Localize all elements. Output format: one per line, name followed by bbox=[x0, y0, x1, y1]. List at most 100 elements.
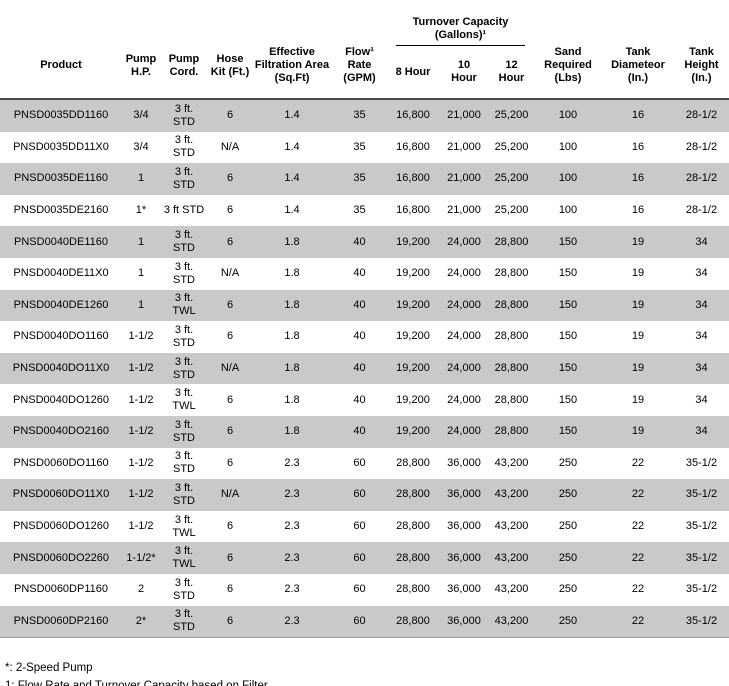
cell-pump-cord: 3 ft. STD bbox=[173, 481, 195, 507]
cell-filtration-area: 2.3 bbox=[284, 614, 300, 627]
cell-hose-kit: 6 bbox=[226, 109, 234, 122]
table-row: PNSD0040DE1260 1 3 ft. TWL 6 1.8 40 19,200 24,0… bbox=[0, 289, 729, 322]
cell-flow-rate: 35 bbox=[353, 140, 366, 153]
cell-hose-kit: 6 bbox=[226, 330, 234, 343]
cell-hose-kit: 6 bbox=[226, 235, 234, 248]
cell-turnover-8hr: 28,800 bbox=[396, 583, 430, 596]
cell-hose-kit: 6 bbox=[226, 393, 234, 406]
cell-tank-height: 35-1/2 bbox=[685, 614, 718, 627]
cell-product: PNSD0035DE1160 bbox=[14, 172, 108, 185]
cell-turnover-10hr: 36,000 bbox=[447, 456, 481, 469]
cell-flow-rate: 40 bbox=[353, 362, 366, 375]
cell-pump-cord: 3 ft. STD bbox=[173, 102, 195, 128]
cell-turnover-8hr: 28,800 bbox=[396, 488, 430, 501]
cell-hose-kit: 6 bbox=[226, 172, 234, 185]
column-header-filtration-area: Effective Filtration Area (Sq.Ft) bbox=[254, 46, 330, 84]
cell-turnover-10hr: 24,000 bbox=[447, 393, 481, 406]
cell-tank-diameter: 22 bbox=[631, 614, 645, 627]
cell-pump-hp: 2 bbox=[137, 583, 145, 596]
cell-turnover-10hr: 36,000 bbox=[447, 488, 481, 501]
cell-hose-kit: N/A bbox=[220, 362, 240, 375]
cell-filtration-area: 2.3 bbox=[284, 551, 300, 564]
column-header-12-hour: 12 Hour bbox=[498, 59, 525, 84]
cell-turnover-8hr: 19,200 bbox=[396, 267, 430, 280]
cell-sand-required: 100 bbox=[558, 204, 578, 217]
cell-tank-diameter: 16 bbox=[631, 109, 645, 122]
cell-filtration-area: 1.4 bbox=[284, 109, 300, 122]
cell-pump-cord: 3 ft. STD bbox=[173, 165, 195, 191]
cell-pump-hp: 1-1/2 bbox=[128, 520, 154, 533]
cell-sand-required: 150 bbox=[558, 393, 578, 406]
column-group-turnover-capacity: Turnover Capacity (Gallons)¹ bbox=[387, 0, 534, 46]
table-row: PNSD0040DO2160 1-1/2 3 ft. STD 6 1.8 40 19,200… bbox=[0, 415, 729, 448]
table-header: Product Pump H.P. Pump Cord. Hose Kit (F… bbox=[0, 0, 729, 99]
cell-pump-hp: 1 bbox=[137, 235, 145, 248]
cell-tank-diameter: 19 bbox=[631, 330, 645, 343]
cell-tank-diameter: 19 bbox=[631, 235, 645, 248]
cell-filtration-area: 1.4 bbox=[284, 140, 300, 153]
cell-pump-hp: 1* bbox=[135, 204, 147, 217]
table-row: PNSD0040DO11X0 1-1/2 3 ft. STD N/A 1.8 40 19,2… bbox=[0, 352, 729, 385]
cell-filtration-area: 1.8 bbox=[284, 425, 300, 438]
cell-tank-diameter: 16 bbox=[631, 140, 645, 153]
cell-tank-diameter: 16 bbox=[631, 172, 645, 185]
cell-pump-cord: 3 ft. STD bbox=[173, 355, 195, 381]
cell-turnover-12hr: 25,200 bbox=[494, 140, 529, 153]
cell-sand-required: 150 bbox=[558, 425, 578, 438]
footnote-flow-rate-basis: 1: Flow Rate and Turnover Capacity based… bbox=[5, 677, 729, 686]
cell-hose-kit: 6 bbox=[226, 456, 234, 469]
cell-pump-hp: 3/4 bbox=[133, 140, 149, 153]
cell-turnover-12hr: 43,200 bbox=[494, 520, 529, 533]
cell-sand-required: 250 bbox=[558, 583, 578, 596]
cell-turnover-8hr: 19,200 bbox=[396, 235, 430, 248]
table-row: PNSD0060DO11X0 1-1/2 3 ft. STD N/A 2.3 60 28,8… bbox=[0, 479, 729, 511]
cell-hose-kit: 6 bbox=[226, 551, 234, 564]
cell-product: PNSD0060DO2260 bbox=[12, 551, 109, 564]
cell-turnover-10hr: 24,000 bbox=[447, 330, 481, 343]
cell-filtration-area: 1.8 bbox=[284, 267, 300, 280]
cell-turnover-8hr: 19,200 bbox=[396, 298, 430, 311]
cell-tank-height: 34 bbox=[695, 330, 708, 343]
cell-pump-cord: 3 ft. TWL bbox=[172, 387, 196, 413]
cell-product: PNSD0060DP2160 bbox=[13, 614, 109, 627]
column-header-flow-rate: Flow¹ Rate (GPM) bbox=[343, 46, 376, 84]
cell-pump-hp: 1-1/2 bbox=[128, 393, 154, 406]
cell-tank-diameter: 19 bbox=[631, 362, 645, 375]
cell-tank-height: 34 bbox=[695, 362, 708, 375]
cell-product: PNSD0040DO11X0 bbox=[12, 362, 110, 375]
filter-spec-table: Product Pump H.P. Pump Cord. Hose Kit (F… bbox=[0, 0, 729, 638]
cell-flow-rate: 60 bbox=[353, 583, 366, 596]
cell-turnover-12hr: 28,800 bbox=[494, 235, 529, 248]
cell-filtration-area: 2.3 bbox=[284, 520, 300, 533]
cell-tank-diameter: 22 bbox=[631, 583, 645, 596]
cell-turnover-10hr: 36,000 bbox=[447, 520, 481, 533]
cell-flow-rate: 40 bbox=[353, 235, 366, 248]
cell-product: PNSD0060DP1160 bbox=[14, 583, 108, 596]
column-header-10-hour: 10 Hour bbox=[451, 59, 477, 84]
cell-turnover-12hr: 43,200 bbox=[494, 456, 529, 469]
footnote-2-speed-pump: *: 2-Speed Pump bbox=[5, 662, 93, 675]
column-header-pump-hp: Pump H.P. bbox=[125, 52, 157, 78]
cell-turnover-12hr: 28,800 bbox=[494, 393, 529, 406]
table-row: PNSD0060DO1160 1-1/2 3 ft. STD 6 2.3 60 28,800… bbox=[0, 447, 729, 480]
cell-flow-rate: 40 bbox=[353, 393, 366, 406]
cell-filtration-area: 1.4 bbox=[284, 172, 300, 185]
cell-turnover-10hr: 24,000 bbox=[447, 267, 481, 280]
cell-tank-height: 35-1/2 bbox=[685, 520, 718, 533]
cell-flow-rate: 60 bbox=[353, 520, 366, 533]
cell-tank-height: 28-1/2 bbox=[685, 140, 718, 153]
cell-flow-rate: 40 bbox=[353, 425, 366, 438]
cell-product: PNSD0035DD1160 bbox=[13, 109, 109, 122]
header-sub-row: 8 Hour 10 Hour 12 Hour bbox=[0, 46, 729, 99]
table-row: PNSD0060DO1260 1-1/2 3 ft. TWL 6 2.3 60 28,800… bbox=[0, 510, 729, 543]
cell-turnover-12hr: 43,200 bbox=[494, 583, 529, 596]
table-row: PNSD0060DP1160 2 3 ft. STD 6 2.3 60 28,800 36,0… bbox=[0, 573, 729, 606]
table-row: PNSD0040DO1160 1-1/2 3 ft. STD 6 1.8 40 19,200… bbox=[0, 321, 729, 353]
cell-hose-kit: 6 bbox=[226, 425, 234, 438]
cell-pump-cord: 3 ft. STD bbox=[173, 576, 195, 602]
cell-filtration-area: 2.3 bbox=[284, 456, 300, 469]
cell-turnover-12hr: 25,200 bbox=[494, 172, 529, 185]
cell-turnover-10hr: 21,000 bbox=[447, 204, 481, 217]
cell-turnover-12hr: 28,800 bbox=[494, 298, 529, 311]
table-row: PNSD0060DP2160 2* 3 ft. STD 6 2.3 60 28,800 36,… bbox=[0, 605, 729, 638]
